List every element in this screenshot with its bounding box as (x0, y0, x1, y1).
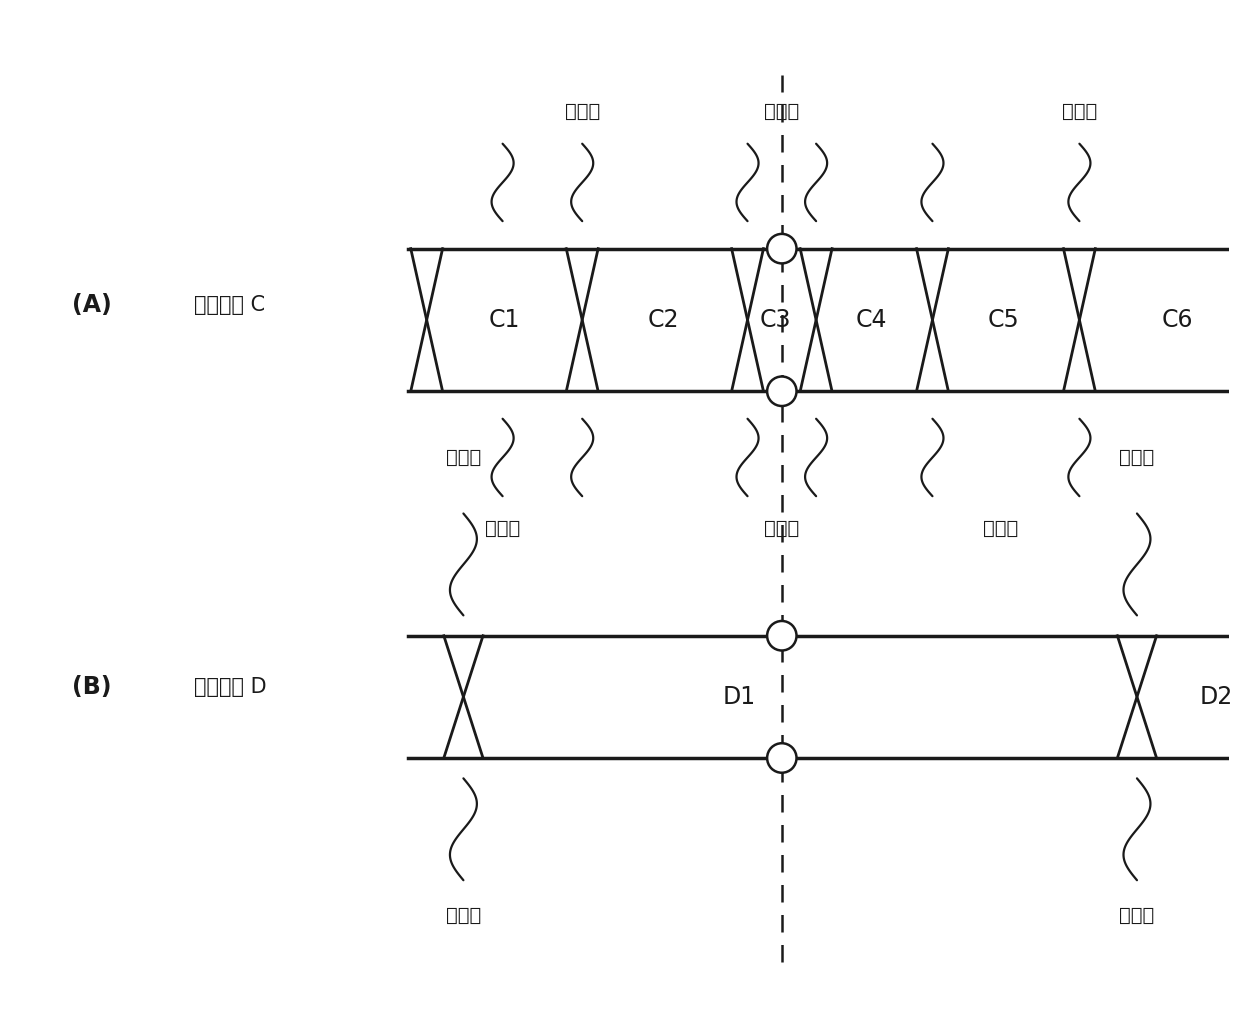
Ellipse shape (768, 377, 796, 406)
Text: 下降沿: 下降沿 (764, 520, 800, 538)
Text: 上升沿: 上升沿 (1120, 448, 1154, 467)
Text: 上升沿: 上升沿 (446, 448, 481, 467)
Text: 串行数据 C: 串行数据 C (193, 295, 265, 314)
Text: 下降沿: 下降沿 (485, 520, 521, 538)
Ellipse shape (768, 234, 796, 263)
Text: 下降沿: 下降沿 (446, 907, 481, 925)
Text: C2: C2 (647, 308, 678, 332)
Text: D2: D2 (1200, 685, 1234, 709)
Ellipse shape (768, 621, 796, 650)
Text: C4: C4 (856, 308, 887, 332)
Text: (B): (B) (72, 675, 112, 698)
Text: (A): (A) (72, 293, 112, 316)
Text: C6: C6 (1162, 308, 1193, 332)
Text: C1: C1 (489, 308, 520, 332)
Text: 上升沿: 上升沿 (1061, 102, 1097, 120)
Text: C5: C5 (987, 308, 1019, 332)
Text: C3: C3 (760, 308, 791, 332)
Text: 上升沿: 上升沿 (764, 102, 800, 120)
Text: 串行数据 D: 串行数据 D (193, 677, 267, 696)
Ellipse shape (768, 744, 796, 772)
Text: 上升沿: 上升沿 (564, 102, 600, 120)
Text: D1: D1 (723, 685, 755, 709)
Text: 下降沿: 下降沿 (1120, 907, 1154, 925)
Text: 下降沿: 下降沿 (983, 520, 1018, 538)
